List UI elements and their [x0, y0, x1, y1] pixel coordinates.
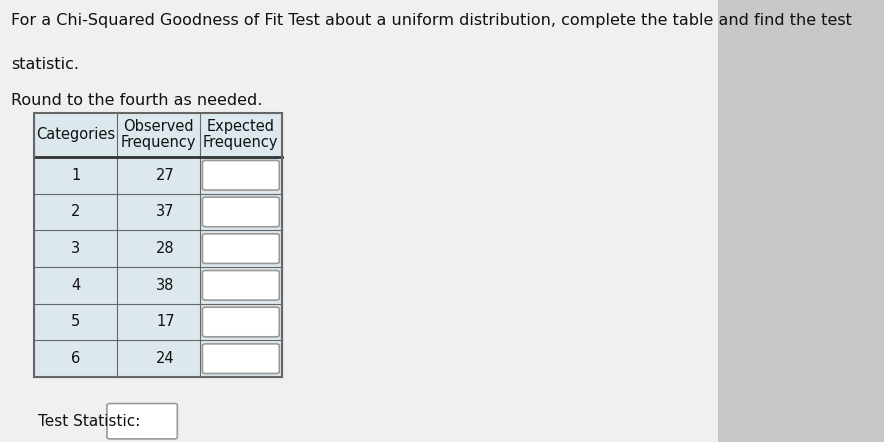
Text: Frequency: Frequency: [120, 135, 196, 150]
Text: 2: 2: [71, 205, 80, 219]
Text: 38: 38: [156, 278, 175, 293]
FancyBboxPatch shape: [202, 160, 279, 190]
Text: 17: 17: [156, 315, 175, 329]
FancyBboxPatch shape: [202, 271, 279, 300]
Text: 24: 24: [156, 351, 175, 366]
Text: Frequency: Frequency: [203, 135, 278, 150]
Text: Categories: Categories: [36, 127, 115, 142]
Text: 27: 27: [156, 168, 175, 183]
FancyBboxPatch shape: [202, 234, 279, 263]
Text: 5: 5: [71, 315, 80, 329]
Text: Test Statistic:: Test Statistic:: [38, 414, 141, 429]
Text: 28: 28: [156, 241, 175, 256]
Text: 37: 37: [156, 205, 175, 219]
Text: Expected: Expected: [207, 119, 275, 134]
FancyBboxPatch shape: [107, 404, 178, 439]
Text: 4: 4: [71, 278, 80, 293]
Text: 1: 1: [71, 168, 80, 183]
FancyBboxPatch shape: [202, 197, 279, 227]
Text: For a Chi-Squared Goodness of Fit Test about a uniform distribution, complete th: For a Chi-Squared Goodness of Fit Test a…: [11, 13, 851, 28]
Text: Round to the fourth as needed.: Round to the fourth as needed.: [11, 93, 263, 108]
Text: 6: 6: [71, 351, 80, 366]
Text: 3: 3: [72, 241, 80, 256]
Text: statistic.: statistic.: [11, 57, 79, 72]
FancyBboxPatch shape: [202, 307, 279, 337]
Text: Observed: Observed: [123, 119, 194, 134]
FancyBboxPatch shape: [202, 344, 279, 373]
